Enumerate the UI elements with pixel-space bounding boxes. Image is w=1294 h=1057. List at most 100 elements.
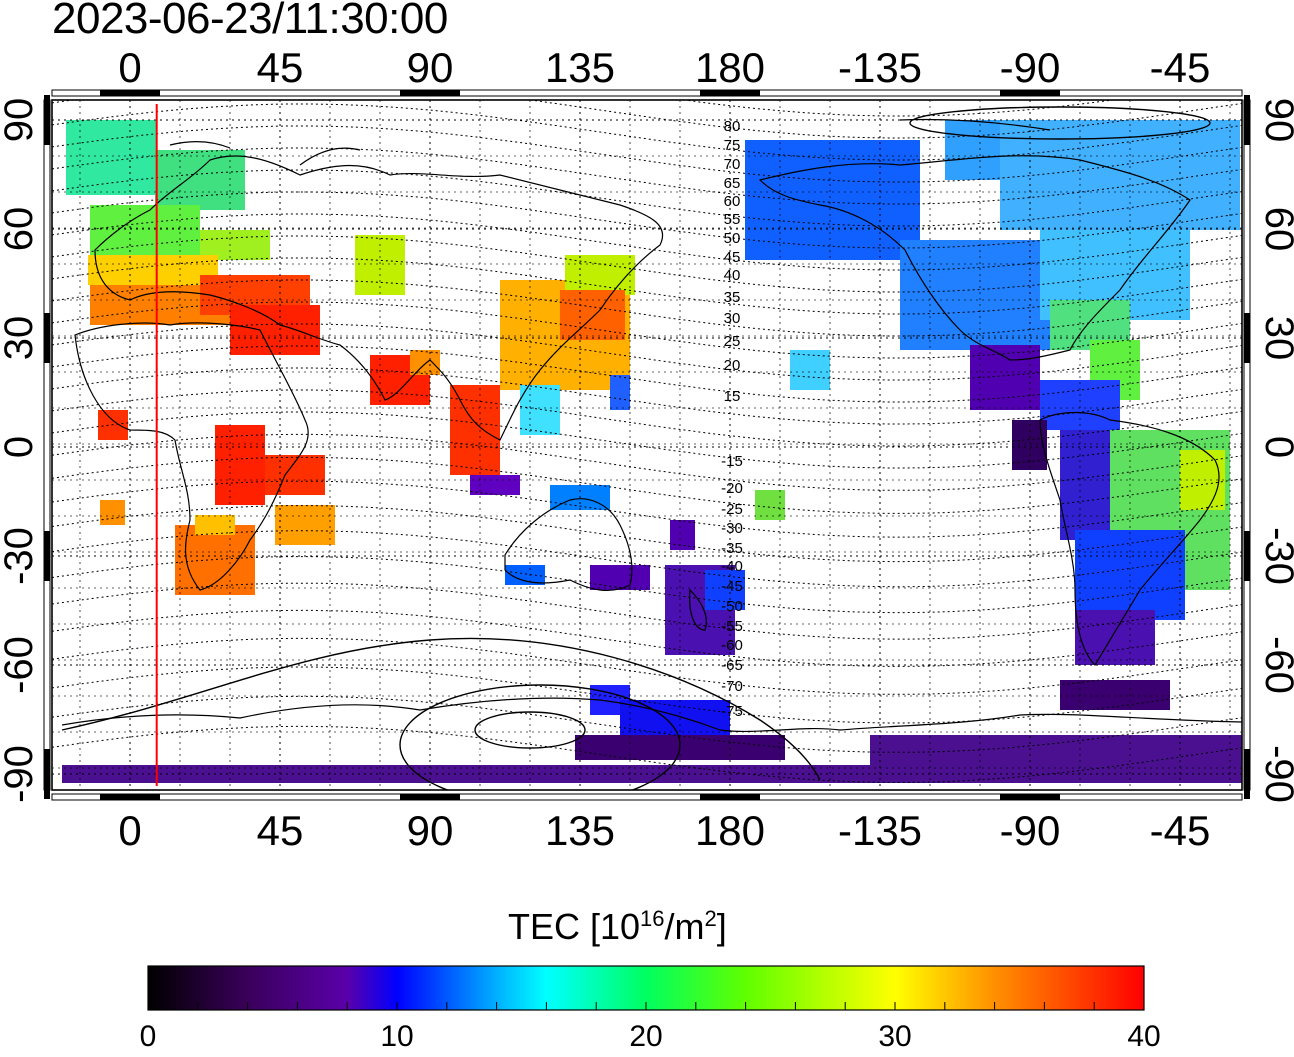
magnetic-latitude-contour: [52, 389, 1242, 447]
magnetic-latitude-contour: [52, 345, 1242, 403]
tick-label: -60: [0, 636, 41, 694]
contour-label: -60: [721, 637, 743, 654]
right-scale-bar: [1243, 99, 1251, 791]
contour-label: 65: [724, 175, 741, 192]
contour-label: -40: [721, 558, 743, 575]
tick-label: -30: [0, 527, 41, 585]
contour-label: 35: [724, 289, 741, 306]
left-scale-segment: [44, 313, 50, 363]
tick-label: 90: [0, 98, 41, 143]
magnetic-latitude-contour: [52, 257, 1242, 315]
south-pole-contour: [61, 637, 821, 781]
contour-label: 70: [724, 156, 741, 173]
contour-label: 60: [724, 193, 741, 210]
top-scale-segment: [400, 90, 460, 96]
tick-label: 0: [118, 807, 141, 854]
tick-label: -45: [1150, 807, 1211, 854]
top-scale-bar: [51, 89, 1243, 97]
tick-label: 30: [0, 316, 41, 361]
australia-outline: [504, 498, 633, 591]
south-america-outline: [1039, 411, 1220, 666]
magnetic-latitude-contour: [52, 695, 1242, 753]
contour-label: -15: [721, 453, 743, 470]
colorbar-ticks: [147, 1002, 1145, 1010]
colorbar-label: 30: [878, 1020, 912, 1053]
tick-label: 90: [407, 807, 454, 854]
magnetic-latitude-contour: [52, 301, 1242, 359]
tick-label: 0: [118, 44, 141, 91]
magnetic-latitude-contour: [52, 725, 1242, 783]
south-pole-oval-outer: [399, 684, 681, 790]
magnetic-latitude-contour: [680, 100, 1117, 117]
magnetic-latitude-contour: [52, 582, 1242, 640]
contour-label: -75: [721, 703, 743, 720]
contour-label: -70: [721, 678, 743, 695]
left-scale-bar: [43, 99, 51, 791]
magnetic-latitude-contour: [52, 505, 1242, 563]
top-scale-segment: [100, 90, 160, 96]
bottom-scale-segment: [700, 794, 760, 800]
contour-label: -65: [721, 657, 743, 674]
contour-label: -35: [721, 540, 743, 557]
contour-label: 30: [724, 310, 741, 327]
left-latitude-ticks: 90 60 30 0 -30 -60 -90: [0, 98, 41, 803]
top-scale-segment: [700, 90, 760, 96]
tick-label: -30: [1257, 527, 1294, 585]
tec-region-alaska: [745, 140, 920, 260]
tick-label: -135: [838, 44, 922, 91]
contour-label: -50: [721, 598, 743, 615]
tec-region-north-america: [900, 240, 1060, 350]
colorbar-label: 40: [1127, 1020, 1161, 1053]
tick-label: 30: [1257, 316, 1294, 361]
tick-label: 0: [1257, 436, 1294, 458]
magnetic-latitude-contour: [52, 103, 1242, 161]
contour-label: -25: [721, 501, 743, 518]
magnetic-latitude-contour: [52, 530, 1242, 588]
magnetic-pole-ovals: [61, 106, 1211, 790]
contour-label: 15: [724, 388, 741, 405]
colorbar-label: 10: [380, 1020, 414, 1053]
tick-label: 135: [545, 44, 615, 91]
bottom-scale-segment: [400, 794, 460, 800]
contour-label: 55: [724, 211, 741, 228]
magnetic-latitude-contour: [52, 556, 1242, 614]
left-scale-segment: [44, 531, 50, 581]
africa-outline: [74, 322, 309, 591]
tick-label: 90: [1257, 98, 1294, 143]
tick-label: -45: [1150, 44, 1211, 91]
right-scale-segment: [1244, 531, 1250, 581]
contour-label: -45: [721, 578, 743, 595]
tick-label: -90: [1257, 745, 1294, 803]
magnetic-latitude-contour: [52, 213, 1242, 271]
contour-label: -20: [721, 480, 743, 497]
tec-measurement-layer: [62, 120, 1242, 783]
north-pole-oval: [909, 106, 1211, 140]
eurasia-outline: [94, 155, 664, 441]
contour-label: 25: [724, 333, 741, 350]
tick-label: 180: [695, 44, 765, 91]
tick-label: 45: [257, 807, 304, 854]
map-timestamp-title: 2023-06-23/11:30:00: [52, 0, 448, 43]
magnetic-latitude-contour: [52, 125, 1242, 183]
tec-region-africa: [215, 425, 265, 505]
scale-bar-fills: [44, 90, 1250, 800]
contour-label: 75: [724, 137, 741, 154]
magnetic-latitude-contour: [52, 456, 1242, 514]
magnetic-latitude-contour: [52, 100, 1242, 139]
tec-region-australia: [505, 565, 545, 585]
tick-label: 0: [0, 436, 41, 458]
right-latitude-ticks: 90 60 30 0 -30 -60 -90: [1257, 98, 1294, 803]
magnetic-latitude-contour: [52, 480, 1242, 538]
magnetic-latitude-contour: [52, 411, 1242, 469]
right-scale-segment: [1244, 313, 1250, 363]
magnetic-latitude-contour: [52, 169, 1242, 227]
magnetic-latitude-contour: [52, 433, 1242, 491]
magnetic-latitude-contour: [52, 235, 1242, 293]
colorbar-label: 0: [139, 1020, 157, 1053]
lat-lon-grid: [52, 100, 1242, 790]
contour-label: 45: [724, 249, 741, 266]
tick-label: 60: [1257, 207, 1294, 252]
magnetic-latitude-contour: [52, 637, 1242, 695]
bottom-longitude-ticks: 0 45 90 135 180 -135 -90 -45: [118, 807, 1210, 854]
